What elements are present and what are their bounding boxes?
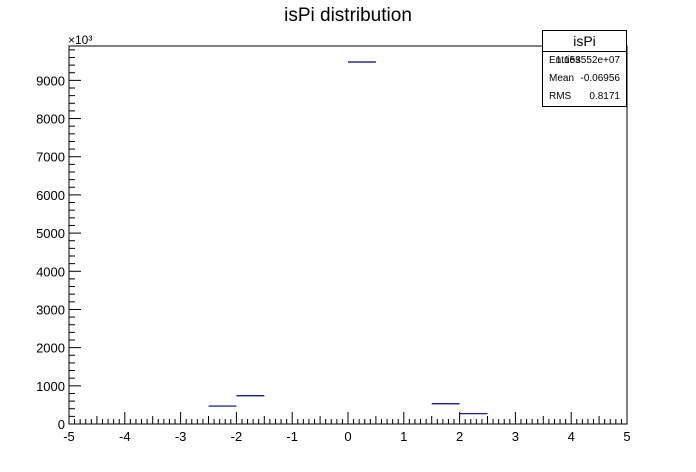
stats-entries-label: Entries: [549, 55, 581, 66]
y-tick-label: 3000: [36, 302, 65, 317]
x-tick-label: -4: [119, 429, 131, 444]
stats-mean-label: Mean: [549, 73, 575, 84]
y-tick-label: 4000: [36, 264, 65, 279]
stats-box-title: isPi: [543, 31, 626, 52]
x-tick-label: 3: [512, 429, 519, 444]
stats-mean-value: -0.06956: [580, 73, 620, 84]
stats-entries-value: 1.153552e+07: [555, 55, 620, 66]
y-tick-label: 8000: [36, 112, 65, 127]
x-tick-label: 5: [623, 429, 630, 444]
stats-row-entries: Entries 1.153552e+07: [543, 52, 626, 70]
y-tick-label: 6000: [36, 188, 65, 203]
y-tick-label: 9000: [36, 73, 65, 88]
stats-row-mean: Mean -0.06956: [543, 70, 626, 88]
y-tick-label: 7000: [36, 150, 65, 165]
x-tick-label: -1: [286, 429, 298, 444]
x-tick-label: 0: [344, 429, 351, 444]
x-tick-label: -5: [63, 429, 75, 444]
x-tick-label: 2: [456, 429, 463, 444]
y-tick-label: 1000: [36, 379, 65, 394]
stats-rms-value: 0.8171: [589, 91, 620, 102]
y-tick-label: 2000: [36, 341, 65, 356]
x-tick-label: 4: [568, 429, 575, 444]
y-tick-label: 5000: [36, 226, 65, 241]
x-tick-label: -2: [231, 429, 243, 444]
x-tick-label: -3: [175, 429, 187, 444]
y-scale-label: ×10³: [68, 33, 92, 47]
x-tick-label: 1: [400, 429, 407, 444]
stats-rms-label: RMS: [549, 91, 572, 102]
y-tick-label: 0: [58, 417, 65, 432]
stats-box: isPi Entries 1.153552e+07 Mean -0.06956 …: [542, 30, 627, 107]
chart-title: isPi distribution: [284, 5, 412, 26]
stats-row-rms: RMS 0.8171: [543, 88, 626, 106]
